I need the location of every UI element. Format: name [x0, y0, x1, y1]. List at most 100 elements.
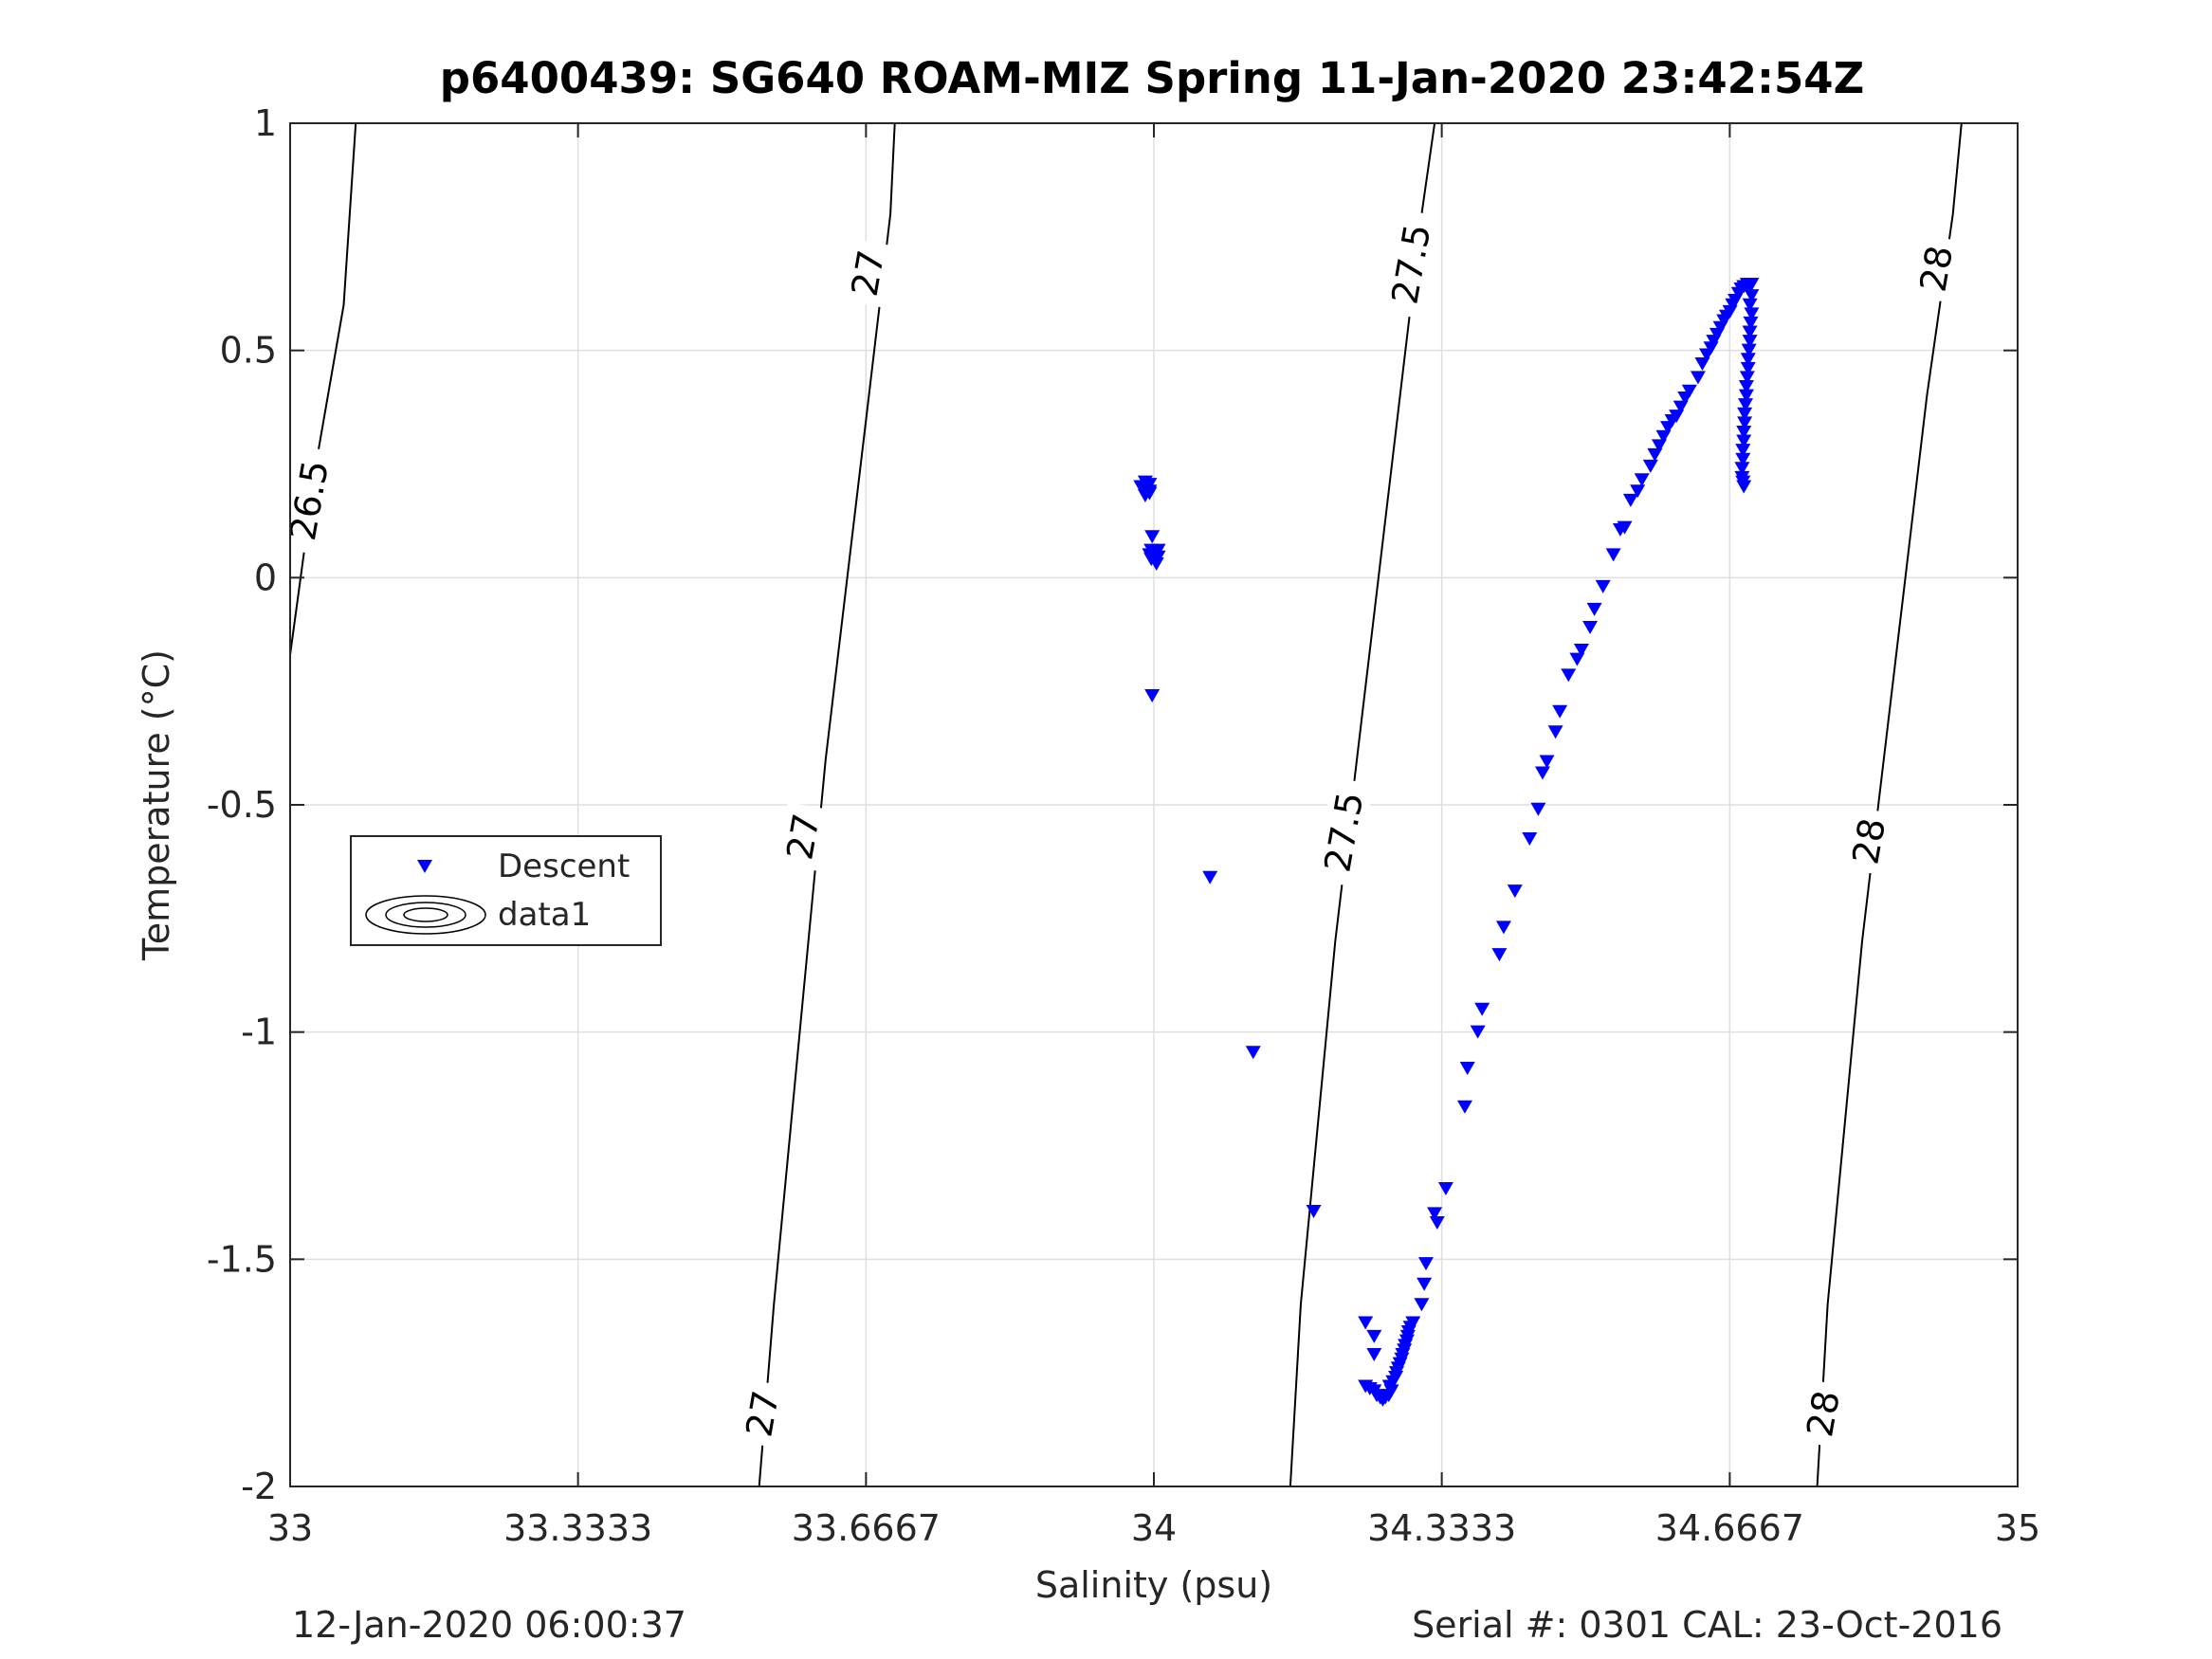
x-tick-label: 33.3333	[503, 1507, 652, 1549]
contour-label-bg	[279, 445, 339, 556]
contour-label: 27	[844, 247, 893, 300]
contour-label-bg	[1797, 1378, 1850, 1449]
x-tick-label: 34.3333	[1367, 1507, 1516, 1549]
contour-label: 28	[1799, 1388, 1848, 1440]
descent-point	[1569, 652, 1585, 666]
x-tick-label: 33.6667	[792, 1507, 941, 1549]
descent-point	[1137, 489, 1153, 503]
x-tick-label: 34	[1131, 1507, 1177, 1549]
descent-point	[1647, 447, 1663, 462]
descent-point	[1735, 452, 1751, 466]
descent-point	[1737, 416, 1753, 430]
contour-label: 28	[1912, 243, 1962, 295]
descent-point	[1366, 1347, 1382, 1361]
descent-point	[1143, 553, 1160, 567]
legend: Descent data1	[350, 835, 662, 946]
descent-point	[1427, 1207, 1443, 1221]
descent-point	[1734, 462, 1750, 476]
contour-label-bg	[736, 1378, 789, 1449]
descent-point	[1530, 802, 1546, 816]
descent-point	[1495, 921, 1511, 935]
descent-point	[1144, 530, 1161, 544]
descent-point	[1735, 444, 1751, 458]
descent-point	[1738, 380, 1754, 394]
descent-point	[1358, 1316, 1374, 1330]
x-tick-label: 33	[267, 1507, 313, 1549]
contour-label-bg	[842, 238, 894, 308]
y-tick-label: -0.5	[207, 784, 277, 826]
descent-point	[1744, 289, 1760, 303]
descent-point	[1306, 1205, 1322, 1219]
descent-point	[1736, 434, 1752, 448]
descent-point	[1586, 602, 1602, 616]
descent-point	[1522, 831, 1538, 846]
descent-point	[1144, 688, 1161, 702]
descent-point	[1561, 668, 1577, 683]
descent-point	[1459, 1062, 1475, 1076]
contour-label: 27	[738, 1388, 787, 1440]
descent-point	[1245, 1046, 1261, 1060]
descent-points	[1133, 278, 1760, 1407]
grid	[290, 123, 2018, 1486]
x-axis-ticks: 33 33.3333 33.6667 34 34.3333 34.6667 35	[267, 123, 2040, 1549]
x-axis-label: Salinity (psu)	[1035, 1564, 1272, 1606]
descent-point	[1366, 1329, 1382, 1343]
footer-date: 12-Jan-2020 06:00:37	[292, 1604, 686, 1646]
descent-point	[1582, 621, 1599, 635]
legend-descent-label: Descent	[498, 848, 630, 885]
descent-point	[1573, 644, 1589, 658]
contour-line-26.5	[289, 122, 357, 655]
footer-serial-cal: Serial #: 0301 CAL: 23-Oct-2016	[1412, 1604, 2002, 1646]
descent-point	[1673, 400, 1689, 414]
y-tick-label: -2	[241, 1466, 277, 1507]
descent-point	[1470, 1025, 1486, 1039]
descent-point	[1743, 316, 1759, 330]
descent-point	[1736, 425, 1752, 439]
descent-point	[1622, 493, 1638, 507]
y-tick-label: 0	[254, 556, 277, 598]
descent-point	[1417, 1257, 1434, 1271]
descent-point	[1507, 884, 1523, 899]
descent-point	[1456, 1100, 1472, 1114]
y-axis-ticks: 1 0.5 0 -0.5 -1 -1.5 -2	[207, 102, 2018, 1507]
descent-point	[1737, 407, 1753, 421]
chart-title: p6400439: SG640 ROAM-MIZ Spring 11-Jan-2…	[440, 53, 1864, 103]
contour-label-bg	[1314, 776, 1374, 887]
legend-contour-icon	[365, 895, 486, 935]
x-tick-label: 35	[1995, 1507, 2040, 1549]
descent-point	[1651, 439, 1667, 453]
y-tick-label: -1	[241, 1012, 277, 1053]
descent-point	[1150, 543, 1166, 557]
descent-point	[1405, 1316, 1421, 1330]
descent-point	[1690, 371, 1706, 385]
contour-label: 28	[1844, 815, 1893, 867]
descent-point	[1547, 725, 1563, 739]
descent-point	[1595, 579, 1611, 593]
legend-data1-label: data1	[498, 896, 591, 934]
descent-point	[1414, 1298, 1430, 1312]
descent-point	[1739, 371, 1755, 385]
y-tick-label: -1.5	[207, 1238, 277, 1280]
descent-point	[1681, 384, 1697, 398]
y-tick-label: 1	[254, 102, 277, 144]
descent-point	[1740, 361, 1756, 375]
descent-point	[1417, 1277, 1433, 1291]
descent-point	[1655, 429, 1672, 444]
legend-descent-marker	[417, 860, 432, 873]
descent-point	[1669, 410, 1685, 424]
descent-point	[1736, 480, 1752, 494]
descent-point	[1738, 398, 1754, 412]
descent-point	[1742, 298, 1758, 312]
descent-point	[1605, 548, 1621, 562]
descent-point	[1744, 307, 1760, 321]
y-tick-label: 0.5	[220, 330, 277, 372]
descent-point	[1437, 1182, 1453, 1196]
contour-label: 27	[778, 811, 828, 863]
descent-point	[1534, 766, 1550, 780]
descent-point	[1630, 484, 1646, 499]
descent-point	[1617, 520, 1633, 535]
contour-label-bg	[777, 802, 830, 871]
descent-point	[1642, 459, 1658, 473]
descent-point	[1742, 335, 1758, 349]
y-axis-label: Temperature (°C)	[136, 649, 177, 961]
